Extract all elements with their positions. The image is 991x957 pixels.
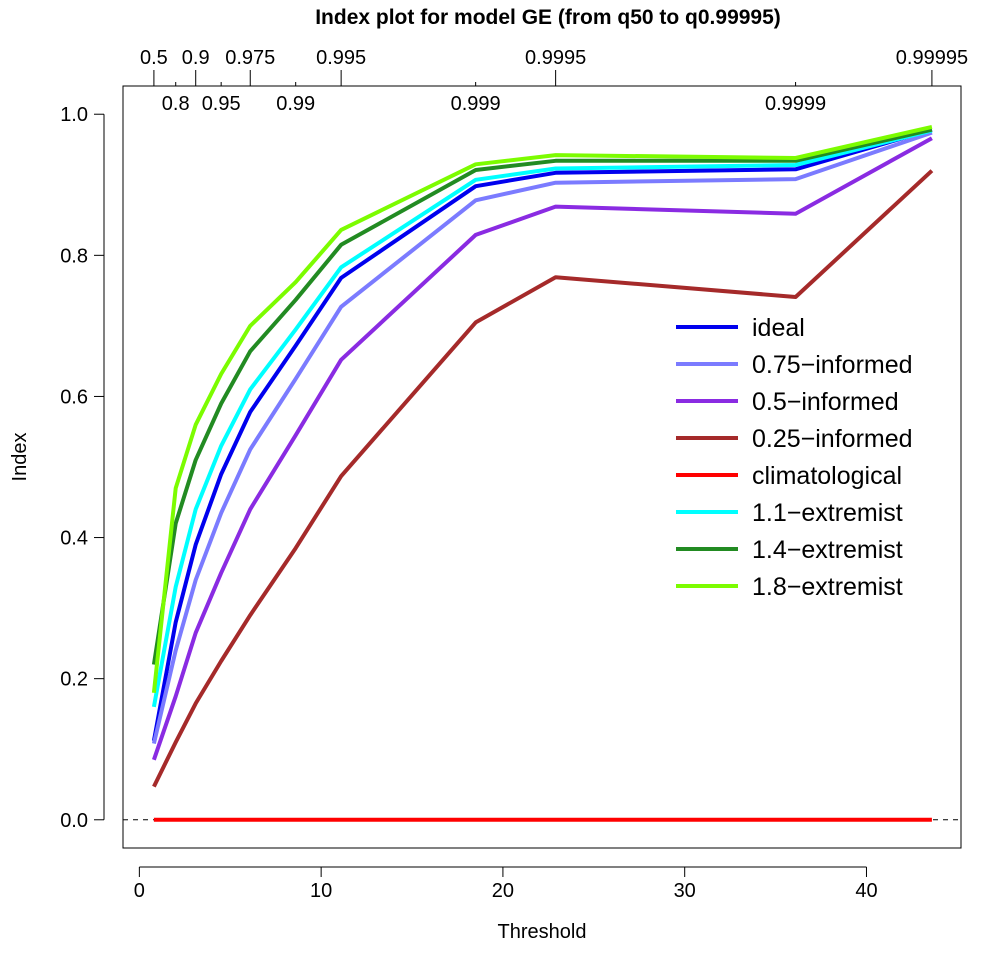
y-tick-label: 0.2 [60,669,88,691]
series-line-0-25-informed [152,169,934,788]
top-tick-label: 0.99995 [896,47,968,69]
x-tick-label: 20 [492,880,514,902]
top-tick-label: 0.999 [451,93,501,115]
series-line-0-75-informed [151,130,933,745]
series-line-1-8-extremist [151,124,933,694]
legend-label: 0.75−informed [752,351,913,379]
top-tick-label: 0.9999 [765,93,826,115]
series-line-1-1-extremist [151,128,933,708]
series-line-0-5-informed [152,136,933,761]
legend-label: 0.5−informed [752,388,899,416]
legend-label: climatological [752,462,902,490]
x-tick-label: 40 [855,880,877,902]
legend-label: 1.4−extremist [752,536,903,564]
top-tick-label: 0.995 [316,47,366,69]
x-tick-label: 30 [674,880,696,902]
top-tick-label: 0.975 [225,47,275,69]
series-line-1-4-extremist [151,127,933,665]
legend-label: 1.1−extremist [752,499,903,527]
y-tick-label: 0.8 [60,245,88,267]
top-tick-label: 0.99 [276,93,315,115]
legend-label: 1.8−extremist [752,573,903,601]
top-tick-label: 0.8 [162,93,190,115]
legend-label: 0.25−informed [752,425,913,453]
y-tick-label: 0.4 [60,528,88,550]
top-tick-label: 0.5 [140,47,168,69]
top-tick-label: 0.9 [182,47,210,69]
y-tick-label: 1.0 [60,104,88,126]
legend-label: ideal [752,314,805,342]
series-line-ideal [151,127,933,742]
y-tick-label: 0.6 [60,386,88,408]
y-axis-label: Index [9,433,31,482]
x-axis-label: Threshold [498,921,587,943]
y-tick-label: 0.0 [60,810,88,832]
chart-title: Index plot for model GE (from q50 to q0.… [315,6,781,29]
x-tick-label: 0 [134,880,145,902]
x-tick-label: 10 [310,880,332,902]
top-tick-label: 0.9995 [525,47,586,69]
top-tick-label: 0.95 [202,93,241,115]
